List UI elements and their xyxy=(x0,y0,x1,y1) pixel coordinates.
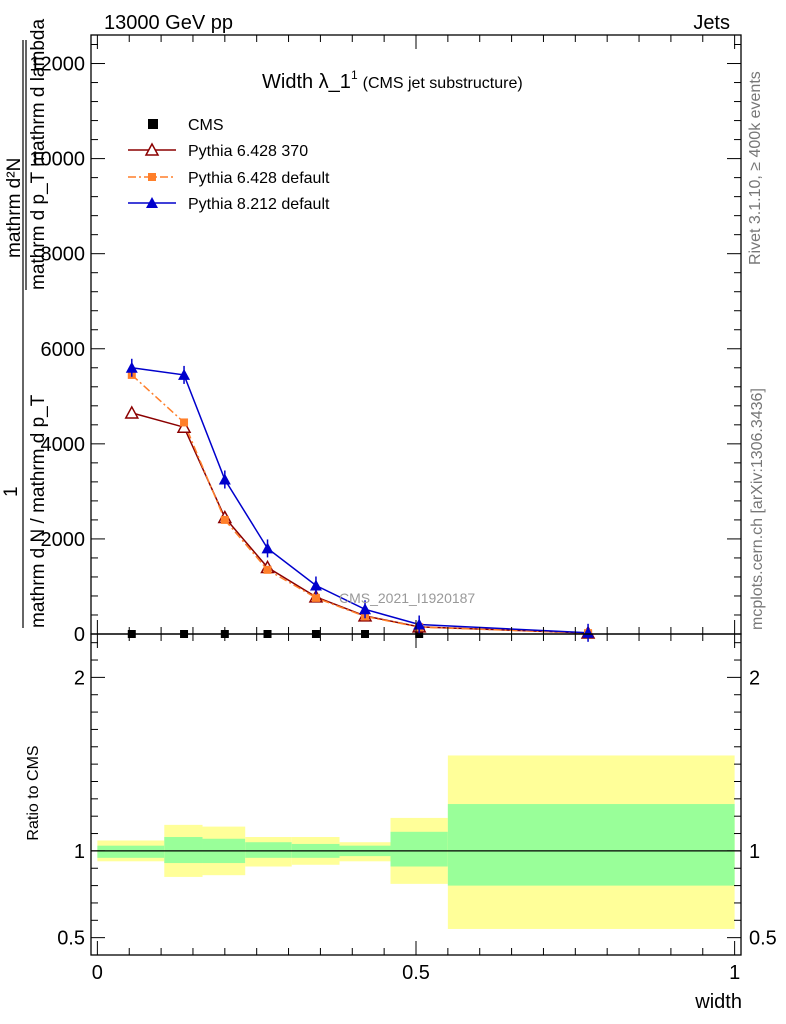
ratio-ytick-label: 1 xyxy=(74,841,85,863)
ylabel-denominator-top: mathrm d p_T mathrm d lambda xyxy=(28,19,49,290)
legend-marker-py6-default xyxy=(148,173,156,181)
main-ytick-label: 10000 xyxy=(29,149,85,171)
series-line-py6-default xyxy=(131,374,589,634)
point-py8-default xyxy=(218,473,231,485)
ratio-ytick-label: 2 xyxy=(74,667,85,689)
main-ylabel: mathrm d²N mathrm d p_T mathrm d lambda … xyxy=(1,19,49,628)
main-ytick-label: 4000 xyxy=(41,434,86,456)
ylabel-bottom: mathrm d N / mathrm d p_T xyxy=(28,394,49,628)
xtick-label: 0 xyxy=(92,962,103,984)
ratio-ytick-label-right: 2 xyxy=(749,667,760,689)
legend-label-py6-default: Pythia 6.428 default xyxy=(188,170,330,187)
legend: CMS Pythia 6.428 370 Pythia 6.428 defaul… xyxy=(128,117,330,213)
ratio-ytick-label: 0.5 xyxy=(57,928,85,950)
legend-marker-cms xyxy=(148,119,158,129)
header-left: 13000 GeV pp xyxy=(104,12,233,34)
ratio-ytick-label-right: 1 xyxy=(749,841,760,863)
ratio-band-inner xyxy=(245,842,292,858)
point-py8-default xyxy=(359,603,372,615)
series-line-py8-default xyxy=(131,367,589,634)
legend-marker-py8-default xyxy=(146,197,158,208)
point-py6-370 xyxy=(176,419,192,433)
x-axis-label: width xyxy=(694,991,742,1013)
chart-title-main: Width λ_1 xyxy=(262,71,351,93)
xtick-label: 1 xyxy=(729,962,740,984)
ratio-band-inner xyxy=(447,804,735,886)
chart-title: Width λ_11 (CMS jet substructure) xyxy=(262,68,523,93)
ratio-ylabel: Ratio to CMS xyxy=(25,745,42,840)
point-py8-default xyxy=(309,579,322,591)
main-ytick-label: 2000 xyxy=(41,529,86,551)
point-py8-default xyxy=(261,542,274,554)
ratio-ytick-label-right: 0.5 xyxy=(749,928,777,950)
chart-subtitle: (CMS jet substructure) xyxy=(363,75,523,92)
main-ytick-label: 8000 xyxy=(41,244,86,266)
ylabel-numerator-top: mathrm d²N xyxy=(4,158,25,258)
ratio-band-inner xyxy=(97,845,165,858)
point-py6-default xyxy=(263,565,272,574)
point-py6-370 xyxy=(124,405,140,419)
chart-title-sup: 1 xyxy=(351,68,358,82)
point-py6-default xyxy=(180,418,189,427)
legend-marker-py6-370 xyxy=(144,142,160,156)
legend-label-cms: CMS xyxy=(188,117,224,134)
main-ytick-label: 12000 xyxy=(29,54,85,76)
main-ytick-label: 6000 xyxy=(41,339,86,361)
watermark: CMS_2021_I1920187 xyxy=(339,590,475,606)
mcplots-label: mcplots.cern.ch [arXiv:1306.3436] xyxy=(749,388,766,630)
rivet-label: Rivet 3.1.10, ≥ 400k events xyxy=(747,71,764,265)
ratio-band-inner xyxy=(390,831,448,867)
legend-label-py8-default: Pythia 8.212 default xyxy=(188,196,330,213)
main-ytick-label: 0 xyxy=(74,624,85,646)
legend-label-py6-370: Pythia 6.428 370 xyxy=(188,143,308,160)
ratio-band-inner xyxy=(164,837,203,864)
ylabel-one: 1 xyxy=(1,486,22,497)
point-py6-default xyxy=(220,515,229,524)
header-right: Jets xyxy=(693,12,730,34)
point-py8-default xyxy=(178,368,191,380)
point-py6-default xyxy=(311,593,320,602)
point-py8-default xyxy=(582,626,595,638)
xtick-label: 0.5 xyxy=(402,962,430,984)
point-py8-default xyxy=(125,361,138,373)
